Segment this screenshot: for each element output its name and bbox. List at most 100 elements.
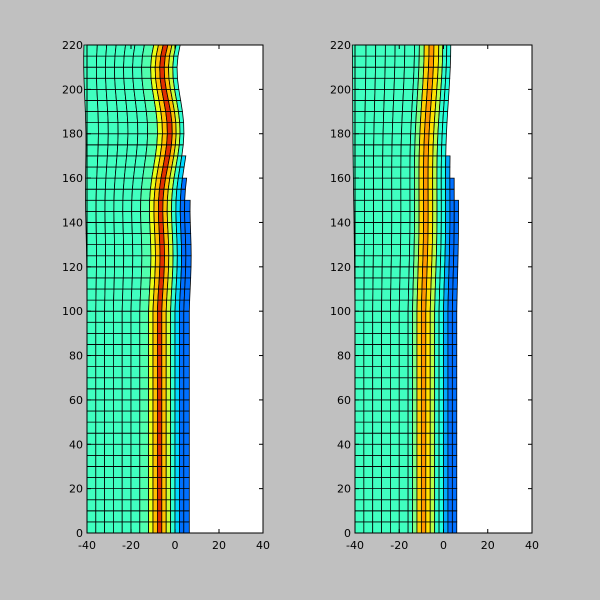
mesh-cell bbox=[414, 177, 420, 190]
mesh-cell bbox=[85, 122, 99, 135]
mesh-cell bbox=[443, 466, 449, 478]
mesh-cell bbox=[171, 210, 177, 223]
mesh-cell bbox=[391, 122, 403, 135]
mesh-cell bbox=[86, 277, 97, 290]
mesh-cell bbox=[409, 222, 415, 234]
mesh-cell bbox=[165, 521, 172, 534]
mesh-cell bbox=[178, 499, 185, 512]
mesh-cell bbox=[95, 222, 106, 234]
mesh-cell bbox=[152, 466, 158, 478]
y-tick-label: 140 bbox=[62, 216, 83, 229]
y-tick-label: 0 bbox=[344, 527, 351, 540]
mesh-cell bbox=[389, 410, 400, 423]
mesh-cell bbox=[416, 521, 422, 534]
mesh-cell bbox=[407, 299, 414, 312]
mesh-cell bbox=[130, 377, 141, 390]
mesh-cell bbox=[413, 44, 420, 57]
mesh-cell bbox=[113, 521, 123, 534]
mesh-cell bbox=[425, 299, 431, 312]
mesh-cell bbox=[139, 477, 150, 490]
mesh-cell bbox=[114, 166, 126, 179]
mesh-cell bbox=[399, 277, 410, 290]
mesh-cell bbox=[172, 255, 178, 268]
mesh-cell bbox=[438, 344, 444, 356]
mesh-cell bbox=[122, 188, 133, 201]
mesh-cell bbox=[436, 233, 442, 246]
mesh-cell bbox=[453, 199, 459, 212]
mesh-cell bbox=[372, 377, 382, 390]
mesh-cell bbox=[115, 155, 128, 168]
mesh-cell bbox=[161, 421, 167, 434]
mesh-cell bbox=[178, 133, 185, 146]
mesh-cell bbox=[407, 510, 413, 523]
mesh-cell bbox=[389, 388, 400, 401]
mesh-cell bbox=[363, 499, 374, 512]
mesh-cell bbox=[391, 133, 402, 146]
mesh-cell bbox=[438, 432, 444, 445]
mesh-cell bbox=[449, 188, 455, 201]
mesh-cell bbox=[375, 44, 386, 57]
mesh-cell bbox=[161, 399, 167, 412]
mesh-cell bbox=[416, 477, 422, 490]
mesh-cell bbox=[425, 321, 431, 334]
mesh-cell bbox=[354, 377, 365, 390]
mesh-cell bbox=[172, 77, 180, 90]
mesh-cell bbox=[434, 332, 440, 345]
mesh-cell bbox=[400, 222, 411, 234]
mesh-cell bbox=[363, 466, 374, 478]
mesh-cell bbox=[131, 233, 143, 246]
mesh-cell bbox=[389, 521, 400, 534]
mesh-cell bbox=[113, 510, 123, 523]
mesh-cell bbox=[152, 410, 158, 423]
mesh-cell bbox=[363, 421, 374, 434]
mesh-cell bbox=[86, 255, 97, 268]
mesh-cell bbox=[412, 454, 418, 467]
mesh-cell bbox=[425, 366, 431, 379]
mesh-cell bbox=[170, 421, 176, 434]
mesh-cell bbox=[107, 122, 119, 135]
mesh-cell bbox=[86, 421, 97, 434]
mesh-cell bbox=[354, 299, 365, 312]
mesh-cell bbox=[104, 210, 115, 223]
mesh-cell bbox=[121, 443, 132, 456]
mesh-cell bbox=[416, 399, 422, 412]
mesh-cell bbox=[434, 277, 441, 290]
mesh-cell bbox=[114, 88, 127, 101]
mesh-cell bbox=[183, 499, 190, 512]
mesh-cell bbox=[121, 466, 132, 478]
mesh-cell bbox=[106, 144, 119, 157]
x-tick-label: -20 bbox=[390, 539, 408, 552]
mesh-cell bbox=[453, 233, 459, 246]
mesh-cell bbox=[121, 310, 132, 323]
mesh-cell bbox=[453, 222, 459, 234]
mesh-cell bbox=[381, 344, 391, 356]
mesh-cell bbox=[443, 399, 449, 412]
mesh-cell bbox=[153, 199, 159, 212]
mesh-cell bbox=[180, 177, 188, 190]
mesh-cell bbox=[148, 355, 154, 368]
mesh-cell bbox=[421, 288, 427, 301]
mesh-cell bbox=[423, 210, 429, 223]
mesh-cell bbox=[121, 421, 132, 434]
mesh-cell bbox=[105, 66, 116, 79]
mesh-cell bbox=[154, 255, 161, 268]
mesh-cell bbox=[183, 321, 190, 334]
mesh-cell bbox=[382, 144, 393, 157]
mesh-cell bbox=[372, 488, 382, 501]
mesh-cell bbox=[438, 299, 445, 312]
mesh-cells bbox=[351, 44, 459, 534]
mesh-cell bbox=[438, 355, 444, 368]
mesh-cell bbox=[416, 421, 422, 434]
mesh-cell bbox=[145, 144, 158, 157]
mesh-cell bbox=[384, 44, 396, 57]
mesh-cell bbox=[434, 410, 440, 423]
x-tick-label: -40 bbox=[346, 539, 364, 552]
mesh-cell bbox=[148, 454, 154, 467]
mesh-cell bbox=[416, 499, 422, 512]
mesh-cell bbox=[178, 454, 185, 467]
mesh-cell bbox=[440, 199, 447, 212]
mesh-cell bbox=[156, 521, 163, 534]
mesh-cell bbox=[420, 332, 427, 345]
mesh-cell bbox=[156, 321, 163, 334]
mesh-cell bbox=[121, 388, 132, 401]
